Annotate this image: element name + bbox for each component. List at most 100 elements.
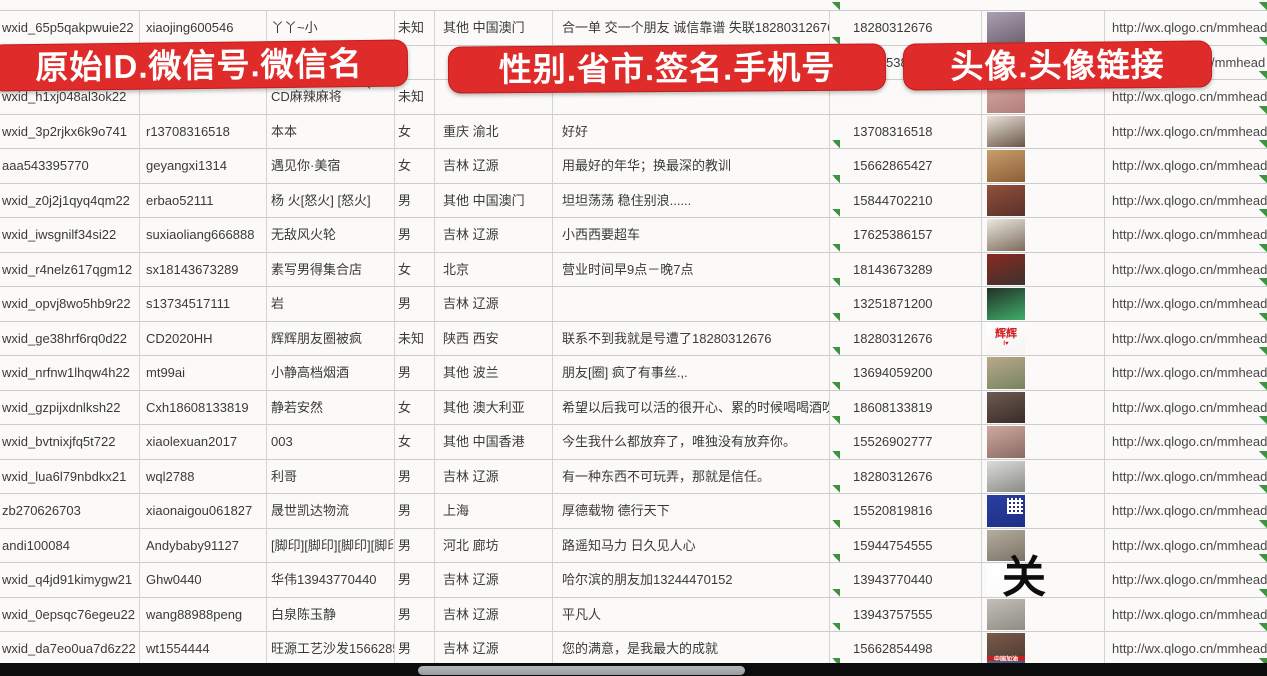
cell-region[interactable]: 其他 中国澳门 [435,11,553,46]
cell-phone[interactable]: 15662865427 [830,149,982,184]
cell-wechat-name[interactable]: [脚印][脚印][脚印][脚印 [267,528,395,563]
cell-region[interactable]: 吉林 辽源 [435,563,553,598]
cell-avatar[interactable] [982,11,1105,46]
cell-gender[interactable]: 女 [395,390,435,425]
cell-wechat-name[interactable]: 003 [267,425,395,460]
cell-gender[interactable]: 男 [395,632,435,667]
cell-wxid[interactable]: wxid_65p5qakpwuie22 [0,11,140,46]
cell-region[interactable]: 吉林 辽源 [435,149,553,184]
cell-signature[interactable]: 厚德载物 德行天下 [553,494,830,529]
cell-wechat-account[interactable]: erbao52111 [140,183,267,218]
cell-phone[interactable] [830,80,982,115]
cell-avatar-link[interactable]: http://wx.qlogo.cn/mmhead [1105,632,1267,667]
cell-wechat-name[interactable]: 遇见你·美宿 [267,149,395,184]
cell-wxid[interactable]: wxid_nrfnw1lhqw4h22 [0,356,140,391]
cell-avatar[interactable] [982,459,1105,494]
cell-wechat-account[interactable]: s13734517111 [140,287,267,322]
cell-wechat-name[interactable]: 素写男得集合店 [267,252,395,287]
cell-wechat-name[interactable]: 小静高档烟酒 [267,356,395,391]
cell-phone[interactable]: 13943757555 [830,597,982,632]
cell-wechat-name[interactable]: 静若安然 [267,390,395,425]
cell-gender[interactable] [395,45,435,80]
cell-region[interactable]: 其他 波兰 [435,356,553,391]
cell-wechat-account[interactable]: Ghw0440 [140,563,267,598]
cell-avatar-link[interactable]: http://wx.qlogo.cn/mmhead [1105,253,1267,287]
cell-signature[interactable]: 坦坦荡荡 稳住别浪...... [553,183,830,218]
cell-signature[interactable]: 好好 [553,114,830,149]
cell-phone[interactable]: 17625386157 [830,218,982,253]
cell-wechat-account[interactable]: Cxh18608133819 [140,390,267,425]
cell-wechat-account[interactable]: suxiaoliang666888 [140,218,267,253]
cell-wechat-account[interactable]: r13708316518 [140,114,267,149]
cell-avatar-link[interactable]: http://wx.qlogo.cn/mmhead [1105,184,1267,218]
cell-wechat-name[interactable]: 岩 [267,287,395,322]
cell-phone[interactable]: 13943770440 [830,563,982,598]
cell-phone[interactable]: 18280312676 [830,11,982,46]
cell-avatar-link[interactable]: http://wx.qlogo.cn/mmhead [1105,460,1267,494]
cell-avatar[interactable] [982,218,1105,253]
cell-gender[interactable]: 男 [395,597,435,632]
cell-wechat-account[interactable]: xiaojing600546 [140,11,267,46]
cell-avatar[interactable] [982,390,1105,425]
cell-region[interactable]: 吉林 辽源 [435,287,553,322]
cell-avatar-link[interactable]: http://wx.qlogo.cn/mmhead [1105,598,1267,632]
cell-avatar-link[interactable]: http://wx.qlogo.cn/mmhead [1105,563,1267,598]
cell-avatar[interactable]: 关 [982,556,1105,600]
cell-region[interactable]: 北京 [435,252,553,287]
cell-signature[interactable]: 路遥知马力 日久见人心 [553,528,830,563]
cell-avatar[interactable]: 辉辉 I♥ [982,321,1105,356]
cell-wechat-account[interactable] [140,80,267,115]
cell-gender[interactable]: 男 [395,459,435,494]
cell-gender[interactable]: 男 [395,356,435,391]
cell-avatar-link[interactable]: http://wx.qlogo.cn/mmhead [1105,287,1267,322]
cell-avatar-link[interactable]: http://wx.qlogo.cn/mmhead [1105,115,1267,149]
cell-wxid[interactable]: wxid_gzpijxdnlksh22 [0,390,140,425]
cell-phone[interactable]: 15944754555 [830,528,982,563]
cell-avatar-link[interactable]: http://wx.qlogo.cn/mmhead [1105,80,1267,115]
cell-phone[interactable]: 18280312676 [830,459,982,494]
cell-avatar[interactable] [982,356,1105,391]
cell-wechat-name[interactable]: 杨 火[怒火] [怒火] [267,183,395,218]
cell-wxid[interactable]: wxid_3p2rjkx6k9o741 [0,114,140,149]
cell-signature[interactable]: 哈尔滨的朋友加13244470152 [553,563,830,598]
cell-wxid[interactable]: wxid_da7eo0ua7d6z22 [0,632,140,667]
cell-avatar-link[interactable]: http://wx.qlogo.cn/mmhead [1105,356,1267,391]
cell-signature[interactable]: 营业时间早9点－晚7点 [553,252,830,287]
cell-wechat-account[interactable]: CD2020HH [140,321,267,356]
cell-wechat-account[interactable]: Andybaby91127 [140,528,267,563]
cell-wxid[interactable]: wxid_h1xj048al3ok22 [0,80,140,115]
cell-avatar[interactable] [982,114,1105,149]
cell-wechat-name[interactable]: 利哥 [267,459,395,494]
cell-avatar-link[interactable]: http://wx.qlogo.cn/mmhead [1105,391,1267,425]
cell-avatar-link[interactable]: http://wx.qlogo.cn/mmhead [1105,322,1267,356]
cell-region[interactable]: 河北 廊坊 [435,528,553,563]
cell-wxid[interactable]: wxid_ge38hrf6rq0d22 [0,321,140,356]
cell-phone[interactable]: 15526902777 [830,425,982,460]
cell-signature[interactable]: 联系不到我就是号遭了18280312676 [553,321,830,356]
cell-signature[interactable]: 平凡人 [553,597,830,632]
cell-avatar[interactable] [982,149,1105,184]
cell-signature[interactable]: 今生我什么都放弃了，唯独没有放弃你。 [553,425,830,460]
cell-gender[interactable]: 女 [395,425,435,460]
cell-avatar[interactable] [982,252,1105,287]
cell-signature[interactable]: 您的满意，是我最大的成就 [553,632,830,667]
cell-region[interactable]: 其他 中国澳门 [435,183,553,218]
cell-wechat-name[interactable]: 无敌风火轮 [267,218,395,253]
cell-signature[interactable]: 合一单 交一个朋友 诚信靠谱 失联18280312676 [553,11,830,46]
cell-phone[interactable]: 13708316518 [830,114,982,149]
cell-signature[interactable] [553,80,830,115]
cell-gender[interactable]: 女 [395,114,435,149]
cell-wechat-account[interactable]: mt99ai [140,356,267,391]
cell-avatar-link[interactable]: http://wx.qlogo.cn/mmhead [1105,218,1267,253]
horizontal-scrollbar-thumb[interactable] [418,666,745,675]
cell-signature[interactable]: 朋友[圈] 疯了有事丝.,. [553,356,830,391]
cell-avatar-link[interactable]: http://wx.qlogo.cn/mmhead [1105,529,1267,563]
cell-avatar[interactable] [982,528,1105,563]
cell-gender[interactable]: 男 [395,218,435,253]
cell-gender[interactable]: 女 [395,252,435,287]
cell-wechat-account[interactable]: geyangxi1314 [140,149,267,184]
cell-region[interactable]: 上海 [435,494,553,529]
cell-gender[interactable]: 未知 [395,80,435,115]
cell-phone[interactable]: 15520819816 [830,494,982,529]
cell-wechat-account[interactable]: wang88988peng [140,597,267,632]
